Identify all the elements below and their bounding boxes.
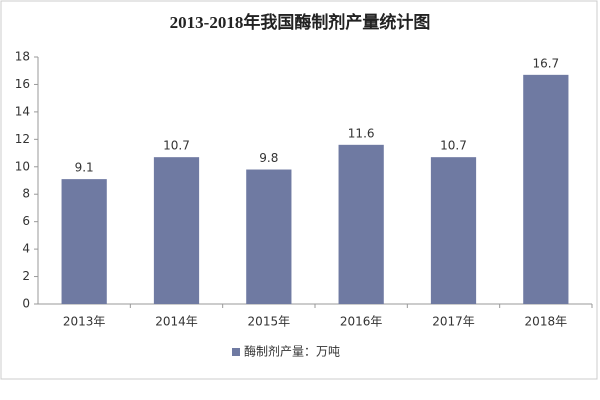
- y-tick-label: 6: [22, 214, 30, 228]
- data-label: 9.8: [259, 151, 278, 165]
- legend-label: 酶制剂产量：万吨: [244, 344, 340, 359]
- legend-swatch: [232, 348, 240, 356]
- data-label: 10.7: [440, 139, 467, 153]
- data-label: 10.7: [163, 139, 190, 153]
- data-label: 16.7: [532, 56, 559, 70]
- y-tick-label: 4: [22, 242, 30, 256]
- bar: [338, 144, 384, 304]
- x-tick-label: 2017年: [432, 315, 475, 329]
- x-tick-label: 2016年: [340, 315, 383, 329]
- y-tick-label: 0: [22, 297, 30, 311]
- bar: [61, 179, 107, 304]
- data-label: 11.6: [348, 126, 375, 140]
- y-tick-label: 12: [15, 132, 30, 146]
- y-tick-label: 8: [22, 187, 30, 201]
- x-tick-label: 2014年: [155, 315, 198, 329]
- chart-title: 2013-2018年我国酶制剂产量统计图: [170, 12, 431, 32]
- y-tick-label: 18: [15, 50, 30, 64]
- bar: [153, 157, 200, 304]
- y-tick-label: 14: [15, 104, 30, 118]
- x-tick-label: 2013年: [63, 315, 106, 329]
- data-label: 9.1: [75, 161, 94, 175]
- y-tick-label: 10: [15, 159, 30, 173]
- y-tick-label: 16: [15, 77, 30, 91]
- x-tick-label: 2015年: [248, 315, 291, 329]
- y-tick-label: 2: [22, 269, 30, 283]
- bar: [430, 157, 477, 304]
- bar: [523, 74, 569, 304]
- bar: [246, 169, 292, 304]
- x-tick-label: 2018年: [525, 315, 568, 329]
